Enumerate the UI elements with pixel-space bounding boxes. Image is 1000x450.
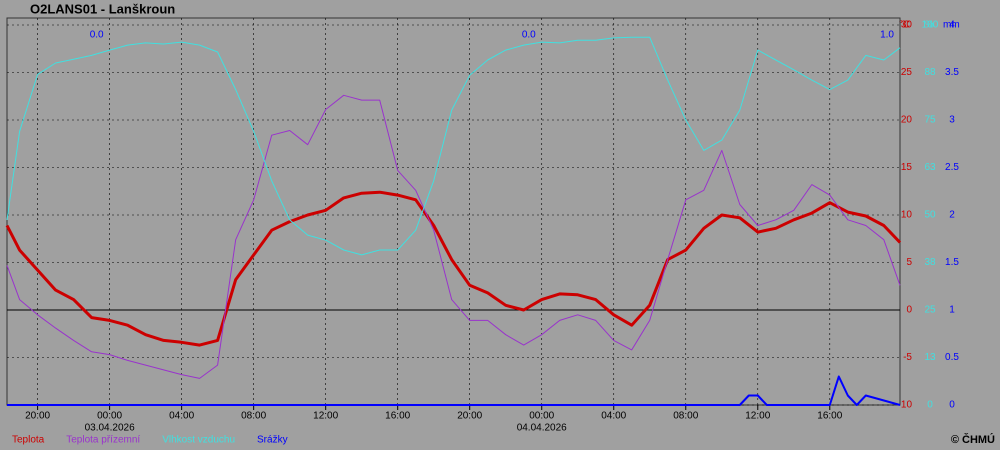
y3-tick-label: 1 <box>949 305 955 316</box>
x-tick-label: 00:00 <box>529 411 554 422</box>
y2-tick-label: 50 <box>924 210 936 221</box>
y-tick-label: 30 <box>901 20 913 31</box>
x-tick-label: 08:00 <box>673 411 698 422</box>
x-tick-label: 20:00 <box>457 411 482 422</box>
day-total: 1.0 <box>880 30 894 41</box>
y-tick-label: 5 <box>906 257 912 268</box>
y-tick-label: 25 <box>901 67 913 78</box>
date-label: 03.04.2026 <box>85 423 135 434</box>
y-tick-label: 15 <box>901 162 913 173</box>
y3-tick-label: 3 <box>949 115 955 126</box>
legend-entry: Vlhkost vzduchu <box>162 435 235 446</box>
y2-unit: % <box>925 20 934 31</box>
y3-tick-label: 2.5 <box>945 162 959 173</box>
y-tick-label: -5 <box>903 352 912 363</box>
y3-tick-label: 0.5 <box>945 352 959 363</box>
x-tick-label: 16:00 <box>817 411 842 422</box>
y3-tick-label: 3.5 <box>945 67 959 78</box>
y2-tick-label: 25 <box>924 305 936 316</box>
y2-tick-label: 13 <box>924 352 936 363</box>
y3-tick-label: 4 <box>949 20 955 31</box>
y2-tick-label: 63 <box>924 162 936 173</box>
series-line <box>6 36 901 256</box>
series-line <box>6 94 901 379</box>
y2-tick-label: 100 <box>922 20 939 31</box>
legend-entry: Teplota <box>12 435 45 446</box>
y-unit: °C <box>899 20 910 31</box>
x-tick-label: 04:00 <box>601 411 626 422</box>
date-label: 04.04.2026 <box>517 423 567 434</box>
series-line <box>5 190 902 347</box>
x-tick-label: 12:00 <box>745 411 770 422</box>
y3-tick-label: 1.5 <box>945 257 959 268</box>
x-tick-label: 12:00 <box>313 411 338 422</box>
x-tick-label: 04:00 <box>169 411 194 422</box>
legend-entry: Teplota přízemní <box>66 435 140 446</box>
series-line <box>7 375 901 406</box>
y-tick-label: -10 <box>898 400 913 411</box>
day-total: 0.0 <box>90 30 104 41</box>
y2-tick-label: 0 <box>927 400 933 411</box>
chart-title: O2LANS01 - Lanškroun <box>30 1 175 16</box>
y3-unit: mm <box>943 20 960 31</box>
x-tick-label: 00:00 <box>97 411 122 422</box>
y3-tick-label: 0 <box>949 400 955 411</box>
x-tick-label: 20:00 <box>25 411 50 422</box>
y2-tick-label: 75 <box>924 115 936 126</box>
y-tick-label: 20 <box>901 115 913 126</box>
y-tick-label: 0 <box>906 305 912 316</box>
legend-entry: Srážky <box>257 435 288 446</box>
y2-tick-label: 88 <box>924 67 936 78</box>
y-tick-label: 10 <box>901 210 913 221</box>
y2-tick-label: 38 <box>924 257 936 268</box>
x-tick-label: 08:00 <box>241 411 266 422</box>
copyright: © ČHMÚ <box>951 433 995 446</box>
y3-tick-label: 2 <box>949 210 955 221</box>
day-total: 0.0 <box>522 30 536 41</box>
x-tick-label: 16:00 <box>385 411 410 422</box>
